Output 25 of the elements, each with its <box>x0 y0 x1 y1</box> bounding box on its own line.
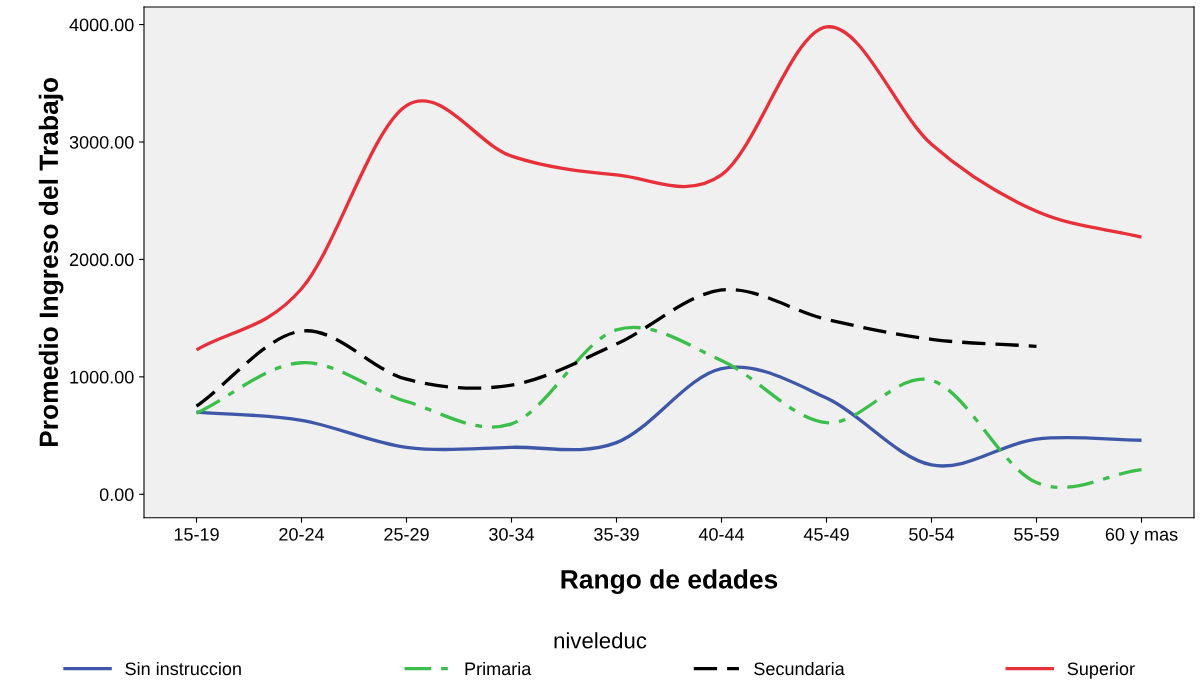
x-tick-label: 40-44 <box>698 527 745 541</box>
y-tick-label: 4000.00 <box>69 18 134 32</box>
legend-label: Secundaria <box>754 661 845 676</box>
line-series <box>194 365 1144 468</box>
legend-label: Superior <box>1067 661 1135 679</box>
legend-title: niveleduc <box>554 632 647 649</box>
x-tick-label: 30-34 <box>489 527 535 541</box>
x-tick-label: 25-29 <box>384 527 429 541</box>
line-series <box>194 287 1039 408</box>
x-tick-label: 35-39 <box>594 527 639 541</box>
x-tick-label: 60 y mas <box>1105 527 1178 545</box>
x-axis-title: Rango de edades <box>561 569 778 595</box>
x-tick-label: 20-24 <box>279 527 325 541</box>
legend-label: Sin instruccion <box>125 661 241 676</box>
line-series <box>194 25 1144 352</box>
y-tick-label: 1000.00 <box>70 370 134 384</box>
x-tick-label: 55-59 <box>1014 527 1059 541</box>
x-tick-label: 45-49 <box>803 527 849 541</box>
legend-label: Primaria <box>465 661 532 676</box>
y-tick-label: 3000.00 <box>69 135 134 149</box>
x-tick-label: 15-19 <box>174 527 219 541</box>
y-axis-title: Promedio Ingreso del Trabajo <box>38 77 64 447</box>
x-tick-label: 50-54 <box>909 527 955 541</box>
y-tick-label: 0.00 <box>99 488 134 502</box>
y-tick-label: 2000.00 <box>69 253 134 267</box>
